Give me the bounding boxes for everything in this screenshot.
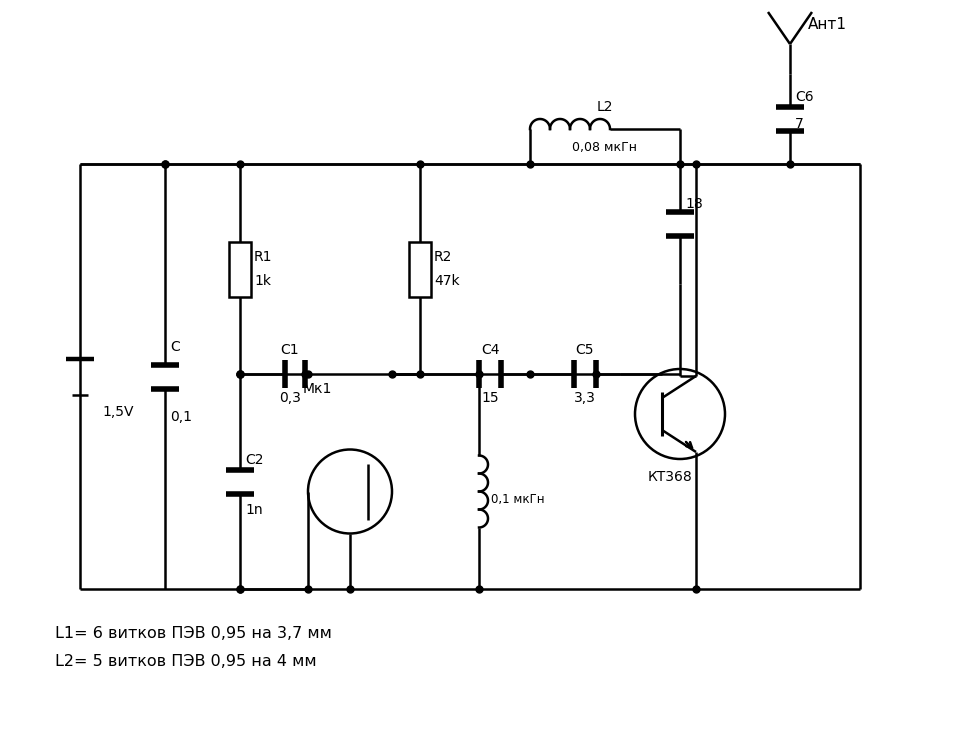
Text: C2: C2 [245, 452, 264, 466]
Text: 1n: 1n [245, 502, 263, 516]
Text: 0,3: 0,3 [279, 391, 301, 405]
Text: КТ368: КТ368 [648, 470, 692, 484]
Text: 0,1 мкГн: 0,1 мкГн [491, 493, 545, 506]
Text: 47k: 47k [434, 274, 460, 288]
Text: C: C [170, 339, 180, 353]
Text: 3,3: 3,3 [574, 391, 596, 405]
Text: 7: 7 [795, 117, 804, 131]
Text: R2: R2 [434, 250, 452, 264]
Text: C6: C6 [795, 90, 814, 104]
Text: C1: C1 [281, 343, 300, 357]
Bar [229, 242, 251, 297]
Text: 0,1: 0,1 [170, 409, 192, 423]
Text: Ант1: Ант1 [808, 16, 847, 31]
Bar [409, 242, 431, 297]
Text: R1: R1 [254, 250, 272, 264]
Text: Мк1: Мк1 [303, 382, 333, 396]
Text: 18: 18 [685, 197, 703, 211]
Text: L2: L2 [596, 100, 613, 114]
Text: 1k: 1k [254, 274, 271, 288]
Text: C5: C5 [576, 343, 594, 357]
Text: 15: 15 [481, 391, 499, 405]
Text: 1,5V: 1,5V [102, 405, 134, 418]
Text: L2= 5 витков ПЭВ 0,95 на 4 мм: L2= 5 витков ПЭВ 0,95 на 4 мм [55, 655, 316, 670]
Text: L1= 6 витков ПЭВ 0,95 на 3,7 мм: L1= 6 витков ПЭВ 0,95 на 3,7 мм [55, 626, 332, 641]
Text: C4: C4 [481, 343, 500, 357]
Text: 0,08 мкГн: 0,08 мкГн [573, 141, 637, 153]
